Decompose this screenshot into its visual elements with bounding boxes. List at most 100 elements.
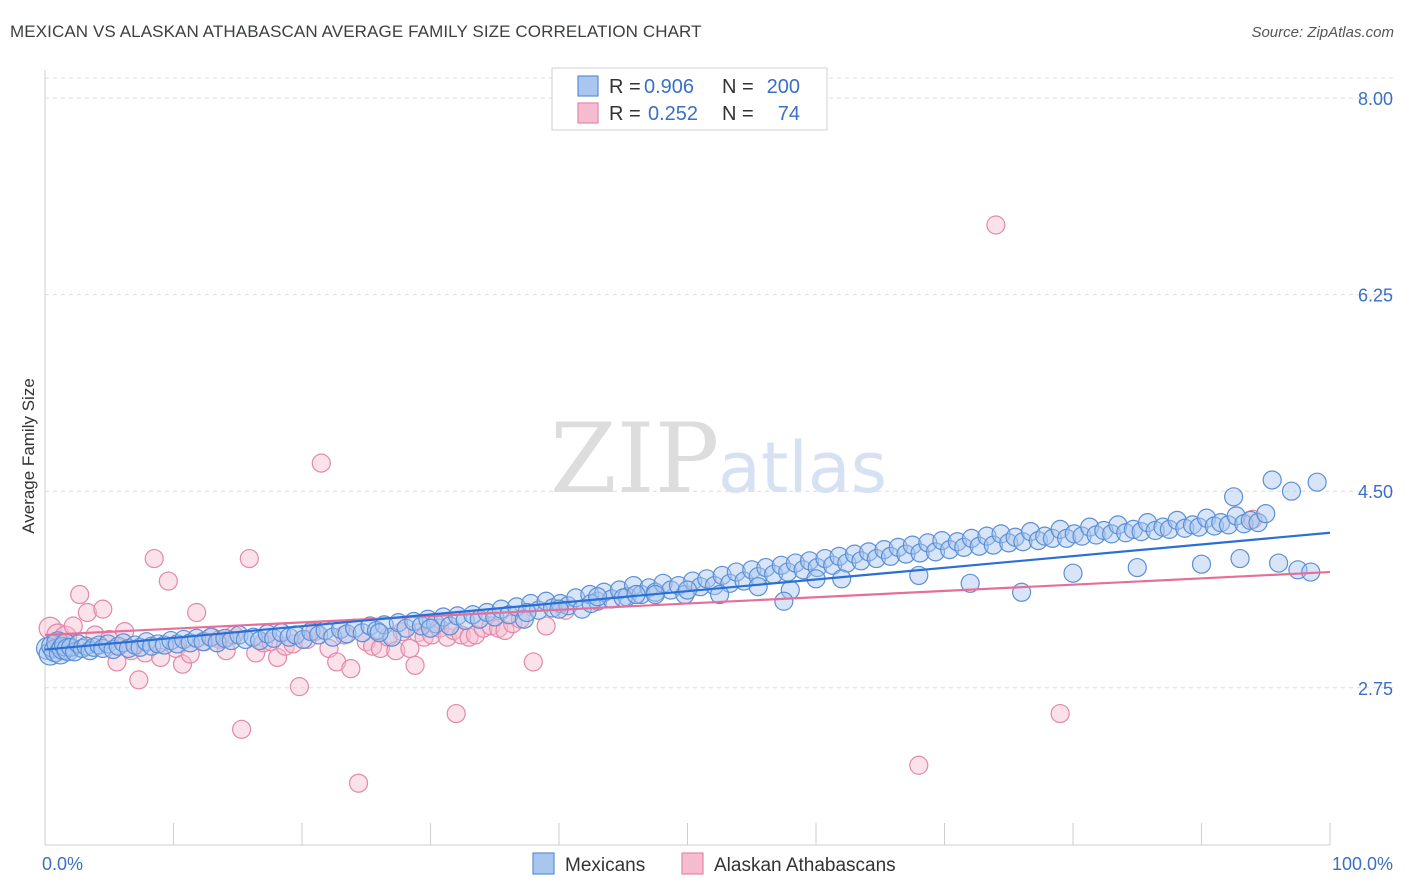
mexicans-point-131 xyxy=(902,535,922,555)
y-tick-label-1: 4.50 xyxy=(1358,482,1393,502)
mexicans-point-140 xyxy=(969,536,989,556)
mexicans-point-206 xyxy=(587,587,608,607)
mexicans-point-203 xyxy=(1307,472,1327,492)
mexicans-point-125 xyxy=(859,542,879,562)
mexicans-point-136 xyxy=(940,540,960,560)
bottom-legend-swatch-mexicans xyxy=(532,852,555,875)
athabascans-point-45 xyxy=(370,638,390,659)
athabascans-point-42 xyxy=(348,773,369,793)
mexicans-point-171 xyxy=(1197,508,1217,528)
mexicans-point-62 xyxy=(396,618,416,638)
mexicans-point-129 xyxy=(888,537,908,557)
legend-r-label-mexicans: R = xyxy=(609,76,641,98)
mexicans-point-182 xyxy=(960,573,980,593)
athabascans-point-31 xyxy=(267,647,288,668)
source-label: Source: ZipAtlas.com xyxy=(1251,24,1394,41)
athabascans-point-66 xyxy=(536,616,556,636)
bottom-legend-swatch-athabascans xyxy=(681,852,704,875)
watermark-zip: ZIP xyxy=(550,403,719,515)
mexicans-point-207 xyxy=(774,591,794,611)
y-tick-label-2: 6.25 xyxy=(1358,286,1393,306)
mexicans-point-121 xyxy=(829,546,849,566)
mexicans-point-42 xyxy=(249,630,270,651)
athabascans-point-34 xyxy=(289,677,310,697)
mexicans-point-208 xyxy=(420,618,441,638)
mexicans-point-48 xyxy=(293,629,313,650)
mexicans-point-186 xyxy=(1191,554,1212,574)
bottom-legend: Mexicans Alaskan Athabascans xyxy=(532,852,896,876)
athabascans-point-7 xyxy=(93,599,113,619)
mexicans-point-200 xyxy=(1224,487,1244,507)
legend-n-label-athabascans: N = xyxy=(722,103,754,125)
mexicans-point-52 xyxy=(323,627,343,647)
legend-r-value-mexicans: 0.906 xyxy=(644,76,694,98)
mexicans-point-184 xyxy=(1063,563,1083,583)
legend-r-label-athabascans: R = xyxy=(609,103,641,125)
y-tick-labels: 2.75 4.50 6.25 8.00 xyxy=(1358,89,1393,699)
mexicans-point-117 xyxy=(799,551,820,571)
athabascans-point-14 xyxy=(144,548,164,569)
y-tick-label-3: 8.00 xyxy=(1358,89,1393,109)
athabascans-point-65 xyxy=(523,652,543,672)
mexicans-point-134 xyxy=(925,542,946,562)
y-tick-label-0: 2.75 xyxy=(1358,679,1393,699)
athabascans-point-3 xyxy=(63,616,83,636)
legend-n-label-mexicans: N = xyxy=(722,76,754,98)
mexicans-point-185 xyxy=(1127,557,1147,578)
athabascans-point-41 xyxy=(341,659,361,679)
athabascans-point-26 xyxy=(232,719,252,739)
athabascans-point-68 xyxy=(446,703,466,724)
mexicans-point-103 xyxy=(697,569,717,589)
athabascans-point-5 xyxy=(77,602,98,623)
trend-line-mexicans xyxy=(44,531,1331,651)
mexicans-point-111 xyxy=(756,557,776,578)
mexicans-point-159 xyxy=(1108,515,1128,535)
mexicans-point-146 xyxy=(1013,532,1033,552)
legend-swatch-mexicans xyxy=(577,75,599,97)
trend-lines xyxy=(44,531,1331,651)
athabascans-point-16 xyxy=(158,571,178,591)
legend: R = 0.906 N = 200 R = 0.252 N = 74 xyxy=(551,67,828,131)
series-mexicans xyxy=(35,470,1327,666)
athabascans-point-58 xyxy=(465,625,486,645)
y-axis-label: Average Family Size xyxy=(19,378,38,534)
mexicans-point-139 xyxy=(961,528,982,548)
mexicans-point-56 xyxy=(352,623,372,643)
athabascans-point-70 xyxy=(909,755,929,775)
athabascans-point-62 xyxy=(495,620,515,641)
mexicans-point-19 xyxy=(103,639,123,660)
mexicans-point-175 xyxy=(1226,506,1246,526)
mexicans-point-188 xyxy=(1268,553,1289,573)
legend-n-value-athabascans: 74 xyxy=(778,103,800,125)
legend-n-value-mexicans: 200 xyxy=(767,76,800,98)
athabascans-point-71 xyxy=(986,215,1006,235)
mexicans-point-115 xyxy=(785,553,806,573)
mexicans-point-193 xyxy=(710,584,730,605)
watermark: ZIP atlas xyxy=(550,403,887,515)
mexicans-point-202 xyxy=(1281,481,1302,501)
chart-title: MEXICAN VS ALASKAN ATHABASCAN AVERAGE FA… xyxy=(10,22,702,41)
bottom-legend-label-mexicans: Mexicans xyxy=(565,855,645,876)
axes xyxy=(44,70,1331,846)
x-tick-label-end: 100.0% xyxy=(1332,854,1393,874)
athabascans-point-69 xyxy=(405,655,425,675)
legend-r-value-athabascans: 0.252 xyxy=(648,103,698,125)
mexicans-point-163 xyxy=(1137,513,1158,533)
mexicans-point-105 xyxy=(712,565,732,586)
athabascans-point-28 xyxy=(246,643,266,663)
mexicans-point-119 xyxy=(815,548,835,569)
mexicans-point-209 xyxy=(369,623,389,643)
athabascans-point-12 xyxy=(129,670,149,690)
x-tick-label-start: 0.0% xyxy=(42,854,83,874)
mexicans-point-179 xyxy=(1256,504,1276,524)
mexicans-point-142 xyxy=(983,535,1003,555)
mexicans-point-187 xyxy=(1230,548,1250,569)
athabascans-point-4 xyxy=(70,584,90,605)
bottom-legend-label-athabascans: Alaskan Athabascans xyxy=(714,855,896,876)
watermark-atlas: atlas xyxy=(718,427,887,509)
athabascans-point-18 xyxy=(172,654,193,674)
athabascans-point-20 xyxy=(187,602,207,623)
athabascans-point-37 xyxy=(311,453,331,473)
mexicans-point-132 xyxy=(910,543,930,563)
